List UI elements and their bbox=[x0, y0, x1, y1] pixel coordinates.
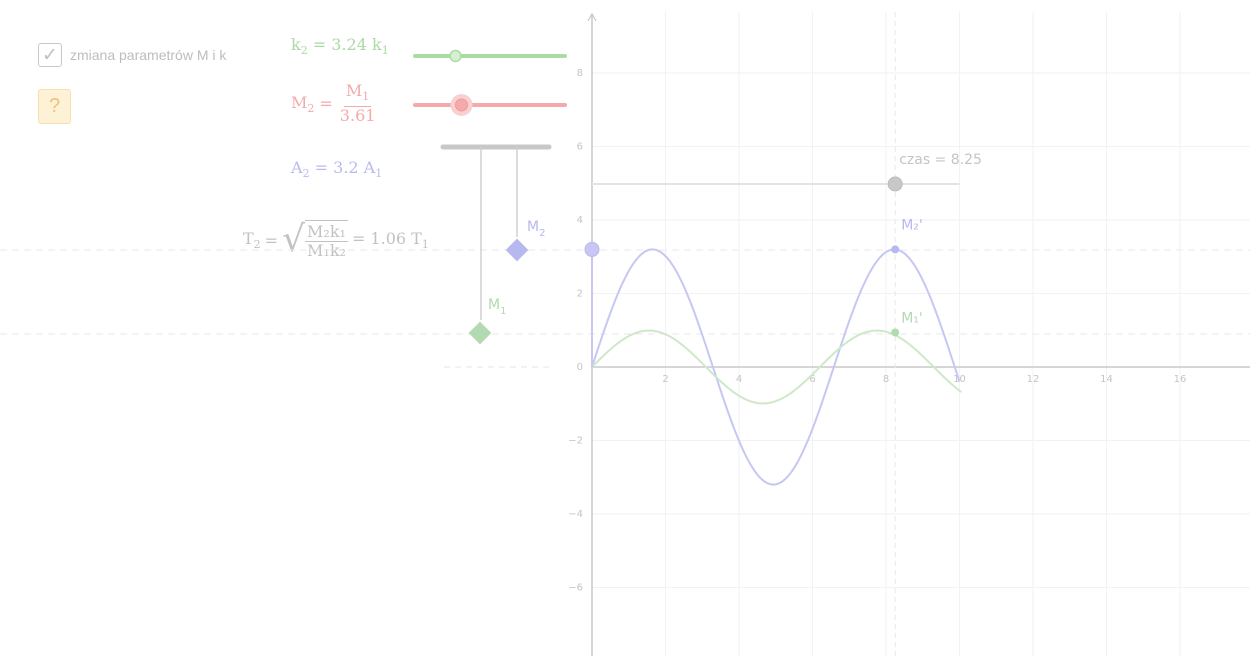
y-tick-label: −4 bbox=[568, 509, 583, 520]
start-point-m2 bbox=[584, 241, 600, 257]
point-m1-prime-label: M₁' bbox=[901, 310, 923, 326]
k2-symbol: k bbox=[291, 35, 301, 54]
t2-equals: = bbox=[264, 230, 279, 250]
x-tick-label: 8 bbox=[883, 374, 889, 385]
t2-fraction-numerator: M₂k₁ bbox=[305, 222, 348, 242]
k2-sub: 2 bbox=[300, 44, 308, 58]
k2-value: = 3.24 k bbox=[312, 35, 382, 54]
m2-fraction-numerator: M bbox=[345, 81, 363, 100]
k1-sub: 1 bbox=[381, 44, 389, 58]
x-tick-label: 16 bbox=[1174, 374, 1187, 385]
a2-symbol: A bbox=[291, 158, 303, 177]
y-tick-label: −6 bbox=[568, 583, 583, 594]
y-tick-label: −2 bbox=[568, 436, 583, 447]
a2-value: = 3.2 A bbox=[314, 158, 376, 177]
y-tick-label: 4 bbox=[577, 215, 583, 226]
params-checkbox[interactable]: ✓ bbox=[38, 43, 62, 67]
m2-fraction: M1 3.61 bbox=[338, 82, 378, 125]
t2-value: = 1.06 T bbox=[351, 228, 422, 248]
y-axis-arrow-icon bbox=[587, 12, 597, 22]
m2-formula: M2 = M1 3.61 bbox=[291, 82, 377, 125]
m-slider-handle[interactable] bbox=[455, 98, 468, 112]
t2-formula: T2 = √ M₂k₁ M₁k₂ = 1.06 T1 bbox=[243, 220, 429, 260]
point-m2-prime bbox=[891, 245, 900, 254]
t2-fraction: M₂k₁ M₁k₂ bbox=[305, 220, 348, 260]
y-tick-label: 6 bbox=[577, 142, 583, 153]
x-tick-label: 6 bbox=[809, 374, 815, 385]
m2-equals: = bbox=[319, 94, 333, 114]
y-tick-label: 2 bbox=[577, 289, 583, 300]
a2-formula: A2 = 3.2 A1 bbox=[291, 158, 382, 180]
y-tick-label: 8 bbox=[577, 68, 583, 79]
params-checkbox-label: zmiana parametrów M i k bbox=[70, 47, 227, 63]
series-line-m1 bbox=[591, 329, 962, 405]
mass-m2[interactable] bbox=[505, 238, 529, 262]
x-tick-label: 14 bbox=[1100, 374, 1113, 385]
m2-fraction-denominator: 3.61 bbox=[339, 106, 376, 126]
k2-formula: k2 = 3.24 k1 bbox=[291, 35, 389, 57]
y-tick-label: 0 bbox=[577, 362, 583, 373]
m2-sub: 2 bbox=[307, 101, 315, 115]
m2-symbol: M bbox=[291, 92, 308, 112]
t2-symbol: T bbox=[243, 228, 254, 248]
point-m2-prime-label: M₂' bbox=[901, 217, 923, 233]
chart-curves bbox=[584, 241, 962, 486]
point-m1-prime bbox=[891, 328, 900, 337]
chart-points: M₂' M₁' bbox=[891, 217, 923, 337]
t2-sub: 2 bbox=[253, 238, 261, 252]
k-slider-handle[interactable] bbox=[449, 49, 462, 63]
x-tick-label: 2 bbox=[662, 374, 668, 385]
sqrt-icon: √ M₂k₁ M₁k₂ bbox=[282, 219, 348, 260]
time-slider-label: czas = 8.25 bbox=[899, 152, 982, 168]
mass-m1-label: M1 bbox=[488, 297, 506, 317]
mass-m2-label: M2 bbox=[527, 219, 545, 239]
mass-m1[interactable] bbox=[468, 321, 492, 345]
checkmark-icon: ✓ bbox=[42, 44, 58, 66]
t1-sub: 1 bbox=[421, 238, 429, 252]
a2-sub: 2 bbox=[302, 167, 310, 181]
help-button[interactable]: ? bbox=[38, 89, 71, 124]
x-tick-label: 4 bbox=[736, 374, 742, 385]
m1-sub: 1 bbox=[362, 90, 370, 104]
time-slider-handle bbox=[887, 176, 903, 192]
a1-sub: 1 bbox=[375, 167, 383, 181]
params-checkbox-row[interactable]: ✓ zmiana parametrów M i k bbox=[38, 43, 226, 67]
x-tick-label: 12 bbox=[1027, 374, 1040, 385]
time-slider[interactable]: czas = 8.25 bbox=[592, 12, 982, 656]
